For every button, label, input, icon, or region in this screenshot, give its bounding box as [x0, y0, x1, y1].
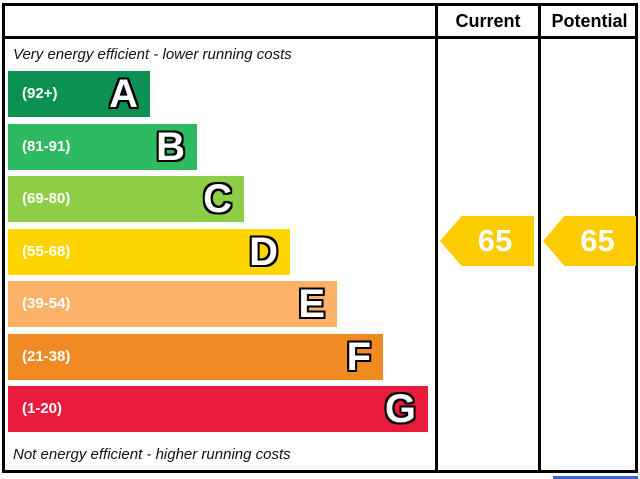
band-row-d: (55-68) D [8, 228, 290, 275]
potential-column-divider [538, 3, 541, 473]
band-letter: D [249, 229, 278, 274]
band-range-label: (39-54) [22, 295, 71, 312]
current-column-header: Current [455, 11, 521, 31]
band-range-label: (1-20) [22, 400, 63, 417]
band-letter: F [346, 334, 371, 379]
band-row-a: (92+) A [8, 71, 150, 117]
current-rating-arrow: 65 [440, 216, 534, 266]
band-range-label: (21-38) [22, 347, 71, 365]
caption-not-efficient: Not energy efficient - higher running co… [13, 446, 291, 463]
band-row-c: (69-80) C [8, 176, 244, 222]
band-range-label: (92+) [22, 85, 58, 102]
band-row-e: (39-54) E [8, 281, 337, 327]
table-outer-border [2, 3, 638, 473]
caption-very-efficient: Very energy efficient - lower running co… [13, 46, 292, 63]
band-letter: G [384, 387, 416, 431]
band-letter: E [298, 282, 325, 326]
potential-rating-value: 65 [580, 223, 615, 258]
potential-column-header: Potential [551, 11, 628, 31]
current-rating-value: 65 [477, 223, 513, 258]
band-row-g: (1-20) G [8, 386, 428, 432]
band-range-label: (55-68) [22, 242, 71, 260]
band-letter: C [203, 177, 232, 221]
potential-rating-arrow: 65 [543, 216, 636, 266]
band-letter: A [109, 72, 138, 116]
band-letter: B [156, 124, 185, 169]
band-row-f: (21-38) F [8, 333, 383, 380]
bottom-accent-line [553, 476, 638, 479]
header-separator-line [2, 36, 638, 39]
band-row-b: (81-91) B [8, 123, 197, 170]
current-column-divider [435, 3, 438, 473]
band-range-label: (69-80) [22, 190, 71, 207]
band-range-label: (81-91) [22, 137, 71, 155]
